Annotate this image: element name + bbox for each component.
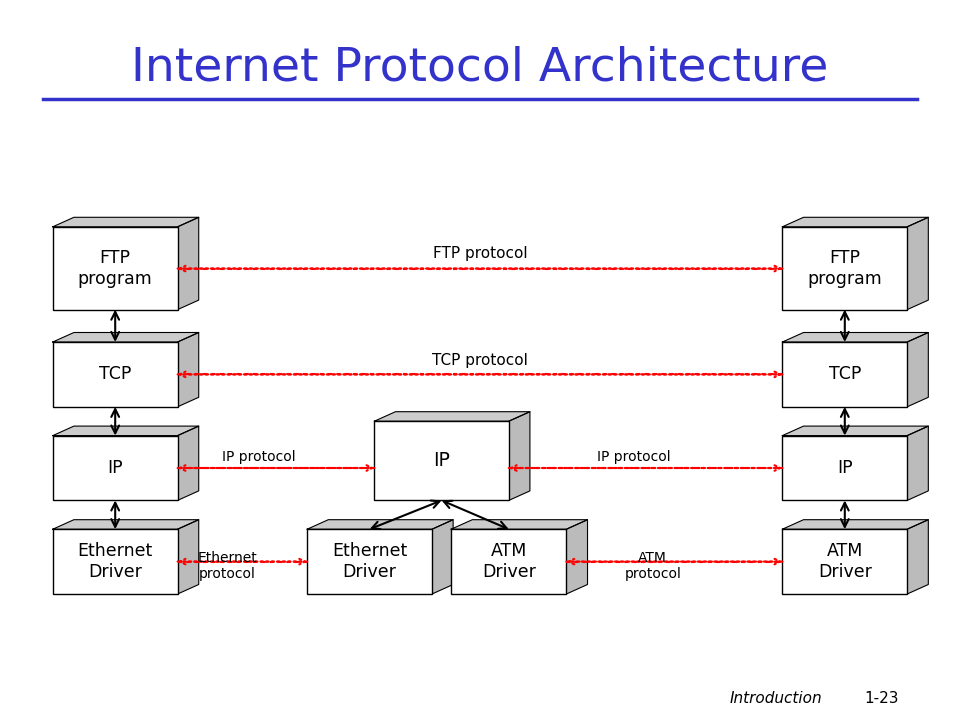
Bar <box>451 529 566 594</box>
Polygon shape <box>178 217 199 310</box>
Polygon shape <box>307 520 453 529</box>
Bar <box>782 529 907 594</box>
Polygon shape <box>907 520 928 594</box>
Bar <box>782 342 907 407</box>
Bar <box>53 342 178 407</box>
Text: FTP protocol: FTP protocol <box>433 246 527 261</box>
Polygon shape <box>53 520 199 529</box>
Text: Introduction: Introduction <box>730 691 822 706</box>
Polygon shape <box>782 333 928 342</box>
Bar <box>307 529 432 594</box>
Text: IP: IP <box>433 451 450 470</box>
Polygon shape <box>53 333 199 342</box>
Polygon shape <box>907 217 928 310</box>
Polygon shape <box>374 412 530 421</box>
Bar <box>53 227 178 310</box>
Polygon shape <box>178 426 199 500</box>
Text: Ethernet
Driver: Ethernet Driver <box>332 542 407 581</box>
Text: IP protocol: IP protocol <box>597 450 670 464</box>
Polygon shape <box>178 520 199 594</box>
Text: IP: IP <box>108 459 123 477</box>
Text: 1-23: 1-23 <box>864 691 899 706</box>
Polygon shape <box>782 217 928 227</box>
Polygon shape <box>432 520 453 594</box>
Text: FTP
program: FTP program <box>807 249 882 287</box>
Text: IP protocol: IP protocol <box>223 450 296 464</box>
Text: ATM
Driver: ATM Driver <box>818 542 872 581</box>
Bar <box>374 421 509 500</box>
Polygon shape <box>782 426 928 436</box>
Text: Ethernet
protocol: Ethernet protocol <box>198 551 257 581</box>
Text: ATM
protocol: ATM protocol <box>624 551 682 581</box>
Polygon shape <box>782 520 928 529</box>
Bar <box>53 529 178 594</box>
Polygon shape <box>907 426 928 500</box>
Bar <box>782 436 907 500</box>
Polygon shape <box>566 520 588 594</box>
Polygon shape <box>53 217 199 227</box>
Polygon shape <box>451 520 588 529</box>
Text: Internet Protocol Architecture: Internet Protocol Architecture <box>132 46 828 91</box>
Bar <box>53 436 178 500</box>
Bar <box>782 227 907 310</box>
Text: FTP
program: FTP program <box>78 249 153 287</box>
Polygon shape <box>53 426 199 436</box>
Text: ATM
Driver: ATM Driver <box>482 542 536 581</box>
Polygon shape <box>907 333 928 407</box>
Polygon shape <box>178 333 199 407</box>
Text: IP: IP <box>837 459 852 477</box>
Text: TCP: TCP <box>99 366 132 383</box>
Text: TCP protocol: TCP protocol <box>432 354 528 368</box>
Text: TCP: TCP <box>828 366 861 383</box>
Polygon shape <box>509 412 530 500</box>
Text: Ethernet
Driver: Ethernet Driver <box>78 542 153 581</box>
